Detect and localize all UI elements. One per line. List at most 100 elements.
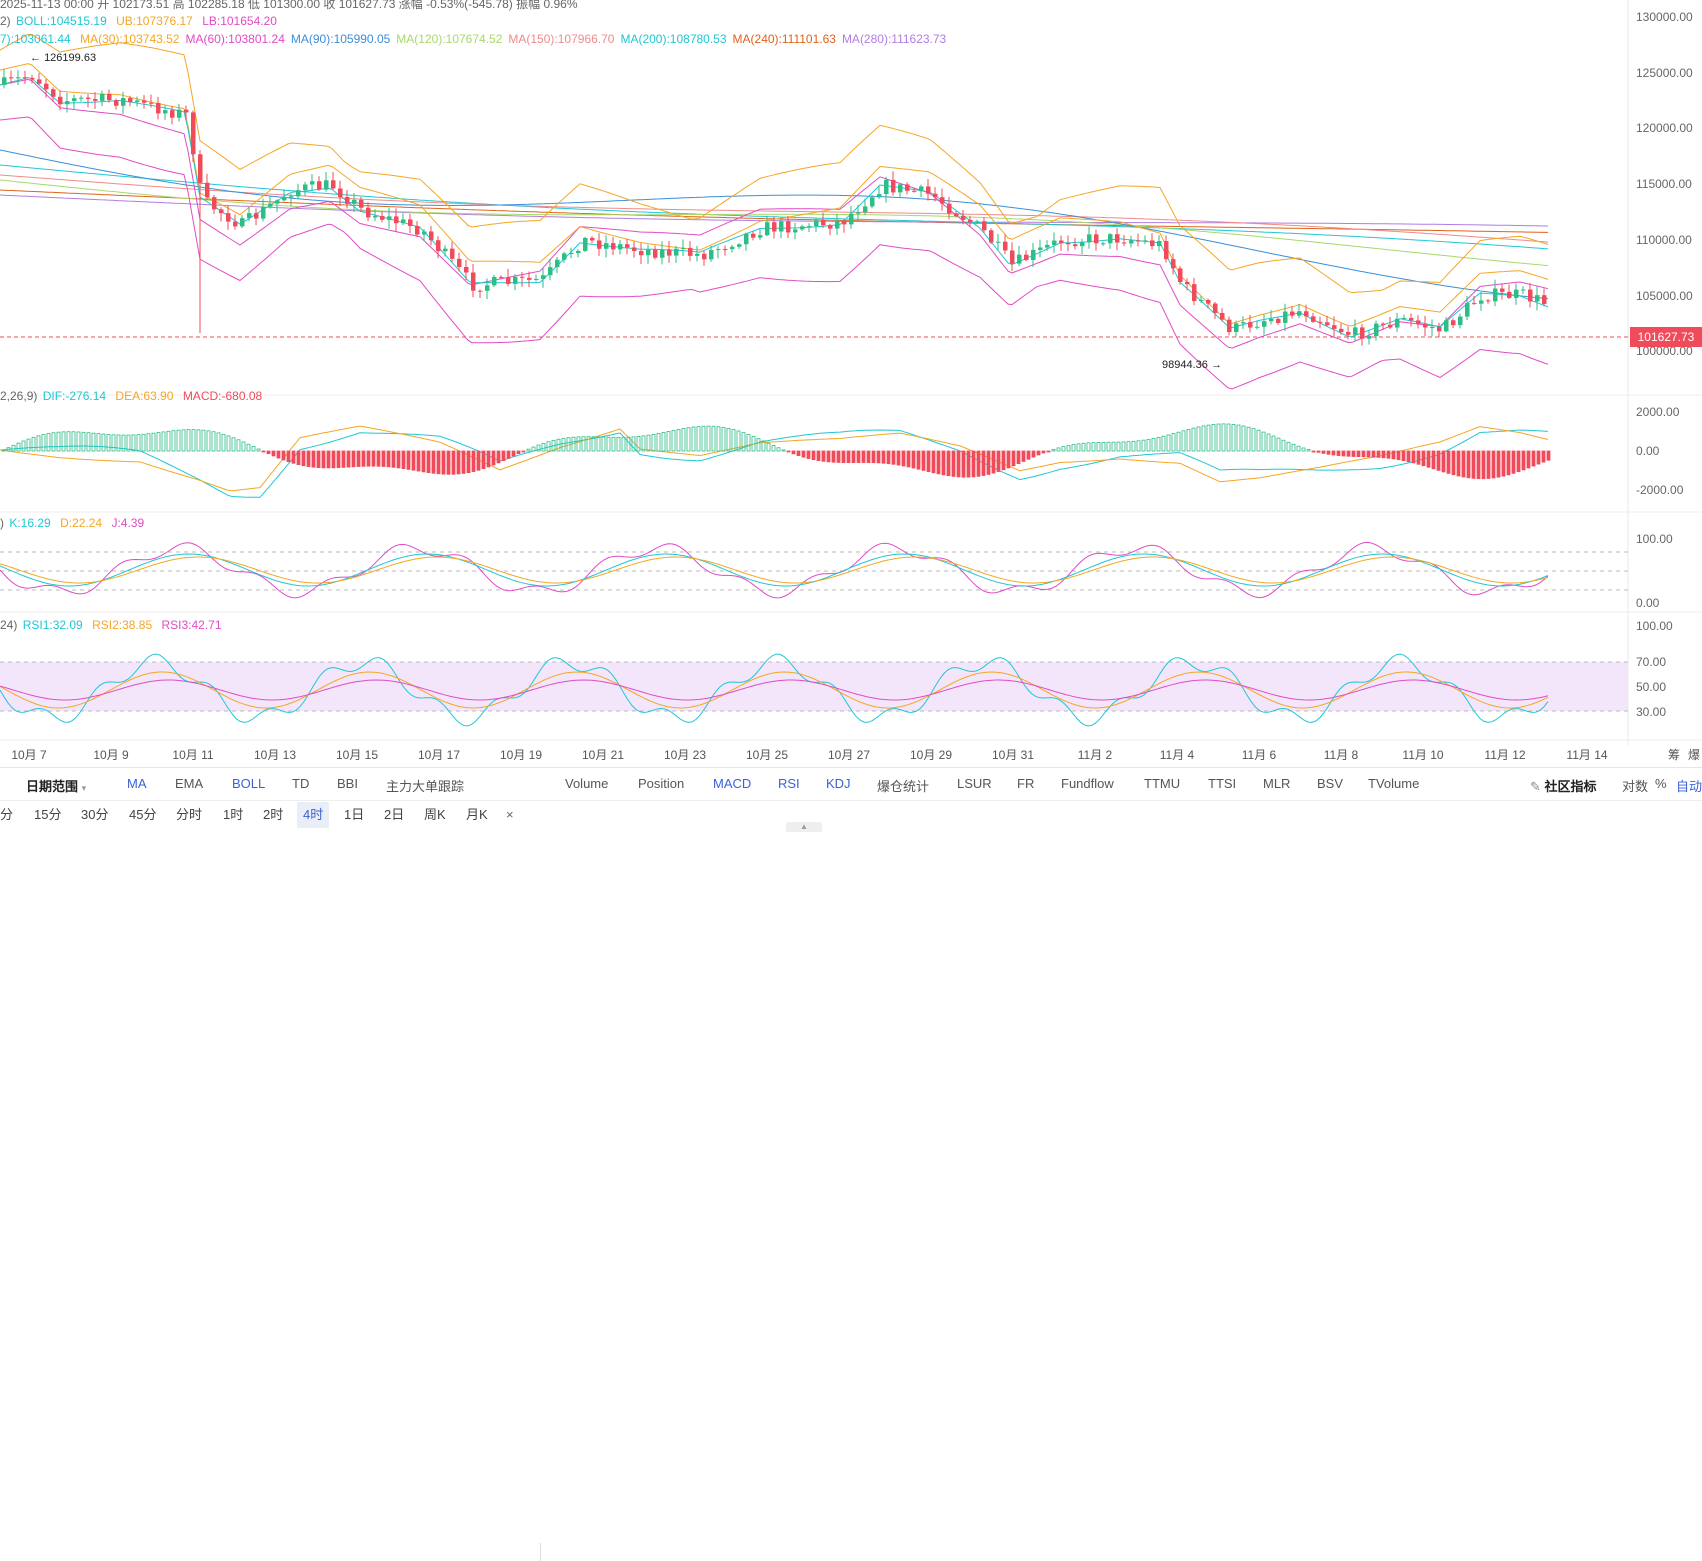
timeframe-1d[interactable]: 1日 [344,807,365,822]
macd-dea-line [0,425,1549,492]
macd-histogram-bar [1371,450,1376,458]
candle-body [401,219,406,224]
timeframe-month[interactable]: 月K [466,807,488,822]
candle-body [408,219,413,226]
macd-histogram-bar [931,450,936,474]
macd-histogram-bar [1041,450,1046,454]
macd-legend: 2,26,9) DIF:-276.14 DEA:63.90 MACD:-680.… [0,388,268,404]
macd-histogram-bar [941,450,946,476]
timeframe-2h[interactable]: 2时 [263,807,284,822]
chart-area[interactable]: 2025-11-13 00:00 开 102173.51 高 102285.18… [0,0,1702,765]
log-scale-toggle[interactable]: 对数 [1622,779,1649,794]
indicator-liquidation[interactable]: 爆仓统计 [877,779,930,794]
macd-histogram-bar [866,450,871,463]
kdj-j-line [0,541,1549,599]
indicator-macd[interactable]: MACD [713,776,752,791]
candle-body [604,243,609,249]
candle-body [688,247,693,256]
macd-histogram-bar [636,436,641,452]
candle-body [660,249,665,258]
timeframe-2d[interactable]: 2日 [384,807,405,822]
macd-histogram-bar [1106,441,1111,452]
indicator-mlr[interactable]: MLR [1263,776,1291,791]
overlay-boll[interactable]: BOLL [232,776,266,791]
macd-histogram-bar [621,436,626,452]
kdj-prefix: ) [0,516,4,530]
macd-histogram-bar [721,426,726,452]
macd-histogram-bar [311,450,316,468]
macd-histogram-bar [576,436,581,452]
indicator-bsv[interactable]: BSV [1317,776,1344,791]
ma-legend-item: MA(280):111623.73 [841,32,947,46]
timeframe-30m[interactable]: 30分 [81,807,109,822]
macd-histogram-bar [346,450,351,468]
candle-body [394,216,399,224]
overlay-td[interactable]: TD [292,776,310,791]
candle-body [373,216,378,218]
candle-body [2,77,7,85]
timeframe-4h[interactable]: 4时 [297,802,330,828]
macd-histogram-bar [856,450,861,463]
date-axis-label: 11月 10 [1402,748,1444,762]
macd-histogram-bar [571,436,576,452]
macd-histogram-bar [476,450,481,471]
candle-body [86,97,91,99]
date-axis-label: 10月 15 [335,748,379,762]
percent-scale-toggle[interactable]: % [1655,776,1667,791]
timeframe-15m[interactable]: 15分 [34,807,62,822]
indicator-tvolume[interactable]: TVolume [1368,776,1420,791]
timeframe-week[interactable]: 周K [424,807,446,822]
rsi-legend: 24) RSI1:32.09 RSI2:38.85 RSI3:42.71 [0,617,228,633]
overlay-ma[interactable]: MA [127,776,147,791]
collapse-handle[interactable]: ▲ [786,822,822,832]
macd-histogram-bar [76,431,81,452]
date-axis-label: 11月 2 [1077,748,1113,762]
chip-distribution-toggle[interactable]: 筹 [1667,748,1681,762]
overlay-bbi[interactable]: BBI [337,776,358,791]
macd-histogram-bar [1031,450,1036,458]
macd-histogram-bar [426,450,431,473]
indicator-ttmu[interactable]: TTMU [1144,776,1181,791]
close-icon[interactable]: × [506,807,514,822]
ma-legend-item: MA(120):107674.52 [396,32,503,46]
rsi-axis-label: 50.00 [1636,680,1667,694]
macd-histogram-bar [546,441,551,452]
date-axis-label: 10月 19 [499,748,543,762]
macd-histogram-bar [1356,450,1361,458]
macd-histogram-bar [91,432,96,452]
macd-histogram-bar [1516,450,1521,473]
indicator-volume[interactable]: Volume [565,776,609,791]
auto-scale-toggle[interactable]: 自动 [1676,779,1702,794]
candle-body [380,216,385,220]
ub-value: UB:107376.17 [116,14,193,28]
toolbar-divider [540,1543,541,1561]
macd-histogram-bar [486,450,491,468]
timeframe-1h[interactable]: 1时 [223,807,244,822]
candle-body [128,98,133,103]
community-indicators-button[interactable]: ✎ 社区指标 [1530,776,1597,795]
macd-histogram-bar [1186,429,1191,452]
indicator-rsi[interactable]: RSI [778,776,800,791]
liquidation-toggle[interactable]: 爆 [1687,748,1701,762]
candle-body [758,235,763,238]
candle-body [100,93,105,101]
candle-body [646,249,651,256]
timeframe-1m[interactable]: 分 [0,807,14,822]
date-range-button[interactable]: 日期范围 ▾ [26,776,86,795]
indicator-lsur[interactable]: LSUR [957,776,992,791]
indicator-fr[interactable]: FR [1017,776,1035,791]
macd-histogram-bar [226,435,231,452]
macd-histogram-bar [1076,443,1081,452]
lb-value: LB:101654.20 [202,14,277,28]
indicator-ttsi[interactable]: TTSI [1208,776,1237,791]
indicator-kdj[interactable]: KDJ [826,776,851,791]
overlay-ema[interactable]: EMA [175,776,204,791]
indicator-fundflow[interactable]: Fundflow [1061,776,1114,791]
candle-body [1360,327,1365,339]
overlay-main-order[interactable]: 主力大单跟踪 [386,779,465,794]
timeframe-timeline[interactable]: 分时 [176,807,203,822]
timeframe-45m[interactable]: 45分 [129,807,157,822]
chart-canvas[interactable] [0,0,1702,765]
indicator-position[interactable]: Position [638,776,685,791]
candle-body [506,277,511,284]
